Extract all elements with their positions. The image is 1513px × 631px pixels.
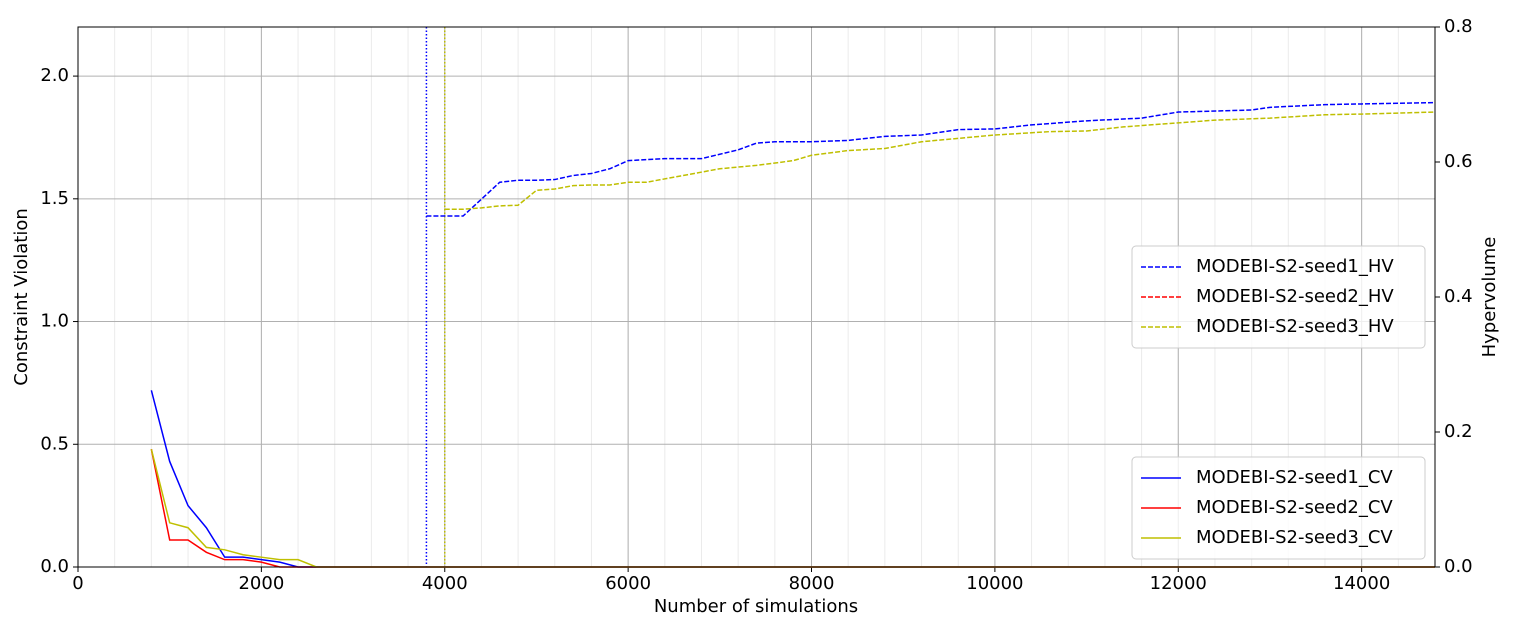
legend-label: MODEBI-S2-seed3_CV (1196, 527, 1393, 548)
legend-box (1131, 245, 1426, 349)
x-tick-label: 12000 (1150, 573, 1207, 594)
y2-tick-label: 0.2 (1444, 421, 1473, 442)
y2-axis-label: Hypervolume (1479, 237, 1500, 358)
x-tick-label: 8000 (789, 573, 835, 594)
series-line (426, 101, 1436, 217)
legend-label: MODEBI-S2-seed2_HV (1196, 286, 1394, 307)
x-tick-label: 0 (72, 573, 83, 594)
legend-label: MODEBI-S2-seed2_CV (1196, 497, 1393, 518)
y2-tick-label: 0.8 (1444, 16, 1473, 37)
x-tick-label: 14000 (1333, 573, 1390, 594)
legend-box (1131, 456, 1426, 560)
y-tick-label: 1.0 (40, 311, 69, 332)
legend-label: MODEBI-S2-seed1_HV (1196, 256, 1394, 277)
y-tick-label: 1.5 (40, 188, 69, 209)
series-line (444, 111, 1436, 210)
y-tick-label: 0.0 (40, 556, 69, 577)
plot-frame (77, 26, 1436, 568)
x-tick-label: 4000 (422, 573, 468, 594)
y2-tick-label: 0.0 (1444, 556, 1473, 577)
legend: MODEBI-S2-seed1_CV MODEBI-S2-seed2_CV MODE… (1131, 456, 1426, 560)
y-axis-label: Constraint Violation (11, 208, 32, 386)
y2-tick-label: 0.4 (1444, 286, 1473, 307)
legend-label: MODEBI-S2-seed1_CV (1196, 467, 1393, 488)
y2-tick-label: 0.6 (1444, 151, 1473, 172)
x-tick-label: 10000 (966, 573, 1023, 594)
legend-label: MODEBI-S2-seed3_HV (1196, 316, 1394, 337)
x-tick-label: 6000 (605, 573, 651, 594)
y-tick-label: 0.5 (40, 433, 69, 454)
x-tick-label: 2000 (238, 573, 284, 594)
y-tick-label: 2.0 (40, 65, 69, 86)
x-axis-label: Number of simulations (654, 596, 858, 617)
series-line (150, 449, 1435, 568)
legend: MODEBI-S2-seed1_HV MODEBI-S2-seed2_HV MODE… (1131, 245, 1426, 349)
